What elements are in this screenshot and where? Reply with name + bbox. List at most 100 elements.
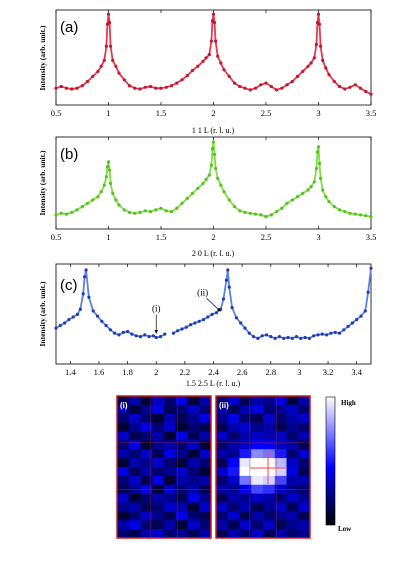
data-point-a-0-61 [309,61,313,65]
heatmap-cell-1-10-4 [263,484,276,494]
heatmap-cell-0-3-3 [152,422,165,432]
data-point-a-0-69 [324,66,328,70]
x-tick-label-b-3: 2 [211,232,215,242]
heatmap-cell-1-5-1 [227,440,240,450]
heatmap-cell-1-5-3 [251,440,264,450]
data-point-c-1-12 [221,297,226,301]
heatmap-cell-1-3-6 [286,422,299,432]
heatmap-cell-1-12-2 [239,502,252,512]
heatmap-cell-1-10-3 [251,484,264,494]
panel-label-a: (a) [60,19,78,36]
heatmap-cell-0-11-4 [164,493,177,503]
data-point-b-0-44 [222,190,226,194]
data-point-c-1-47 [363,309,367,313]
data-point-b-0-69 [324,195,328,199]
data-point-b-0-23 [143,209,147,213]
heatmap-cell-1-7-5 [274,458,287,468]
data-point-c-0-2 [63,321,67,325]
data-point-a-0-65 [316,12,321,16]
heatmap-cell-1-15-2 [239,529,252,539]
heatmap-cell-0-1-5 [175,404,188,415]
heatmap-cell-1-13-6 [286,511,299,521]
heatmap-cell-1-4-3 [251,431,264,441]
data-point-b-0-73 [343,210,347,214]
heatmap-cell-0-7-1 [128,458,141,468]
heatmap-cell-0-5-3 [152,440,165,450]
heatmap-cell-0-0-5 [175,396,188,406]
heatmap-cell-1-3-5 [274,422,287,432]
data-point-b-0-39 [211,140,216,144]
heatmap-cell-0-7-5 [175,458,188,468]
data-point-c-1-7 [201,318,206,322]
data-point-a-0-45 [227,74,231,78]
heatmap-ii: (ii) [215,395,311,539]
data-point-a-0-43 [219,61,223,65]
x-tick-label-c-6: 2.6 [237,367,248,377]
data-point-a-0-60 [306,64,310,68]
data-point-a-0-23 [143,85,147,89]
data-point-b-0-64 [315,150,320,154]
data-point-b-0-18 [117,203,121,207]
data-point-c-1-4 [189,323,193,327]
heatmap-cell-1-2-4 [263,413,276,423]
heatmap-cell-0-14-4 [164,520,177,530]
data-point-a-0-33 [196,64,200,68]
heatmap-cell-0-1-3 [152,404,165,415]
heatmap-cell-1-5-2 [239,440,252,450]
x-tick-label-a-6: 3.5 [366,108,377,118]
heatmap-cell-0-12-1 [128,502,141,512]
data-point-c-1-36 [316,333,320,337]
heatmap-cell-0-15-6 [187,529,200,539]
heatmap-ii-label: (ii) [219,401,229,410]
x-axis-label-c: 1.5 2.5 L (r. l. u.) [186,379,241,388]
heatmap-cell-0-6-7 [199,449,212,459]
heatmap-cell-0-4-7 [199,431,212,441]
heatmap-cell-1-8-7 [298,467,311,477]
data-point-c-1-15 [227,285,231,289]
heatmap-cell-1-11-6 [286,493,299,503]
heatmap-cell-1-15-1 [227,529,240,539]
data-point-c-1-32 [299,336,303,340]
heatmap-cell-0-5-4 [164,440,177,450]
data-point-a-0-35 [204,56,208,60]
data-point-c-0-17 [117,333,121,337]
heatmap-cell-0-12-7 [199,502,212,512]
heatmap-cell-0-0-7 [199,396,212,406]
colorbar: High Low [325,396,356,533]
data-point-c-1-38 [325,333,329,337]
heatmap-cell-1-11-4 [263,493,276,503]
data-point-c-0-27 [158,335,163,339]
data-point-a-0-78 [369,92,373,96]
heatmap-cell-1-11-1 [227,493,240,503]
data-point-a-0-24 [148,84,153,89]
heatmap-cell-0-6-2 [140,449,153,459]
x-tick-label-c-0: 1.4 [65,367,76,377]
heatmap-cell-0-8-4 [164,467,177,477]
data-point-b-0-30 [180,201,184,205]
heatmap-cell-1-7-2 [239,458,252,468]
heatmap-cell-0-8-3 [152,467,165,477]
panel-b: 0.5 1 1.5 2 2.5 3 3.5 (b) Intensity (arb. unit… [38,136,376,258]
heatmap-cell-1-8-4 [263,467,276,477]
heatmap-cell-1-12-1 [227,502,240,512]
series-line-c-1 [172,268,372,340]
data-point-b-0-54 [274,210,279,214]
data-point-a-0-71 [332,79,336,84]
heatmap-cell-0-9-7 [199,475,212,486]
panel-a: 0.5 1 1.5 2 2.5 3 3.5 (a) Intensity (arb. unit… [38,9,377,135]
data-point-a-0-34 [201,59,205,63]
plot-frame-a [55,9,372,106]
data-point-b-0-61 [309,185,313,189]
data-point-c-1-26 [273,336,277,340]
data-point-a-0-7 [91,74,95,78]
heatmap-cell-0-13-7 [199,511,212,521]
data-point-c-0-4 [71,315,75,319]
heatmap-cell-1-9-0 [216,475,229,486]
heatmap-cell-1-12-4 [263,502,276,512]
heatmap-cell-1-8-3 [251,467,264,477]
data-point-b-0-36 [207,173,211,177]
heatmap-cell-0-1-7 [199,404,212,415]
heatmap-cell-0-8-6 [187,467,200,477]
data-point-a-0-3 [70,87,74,91]
